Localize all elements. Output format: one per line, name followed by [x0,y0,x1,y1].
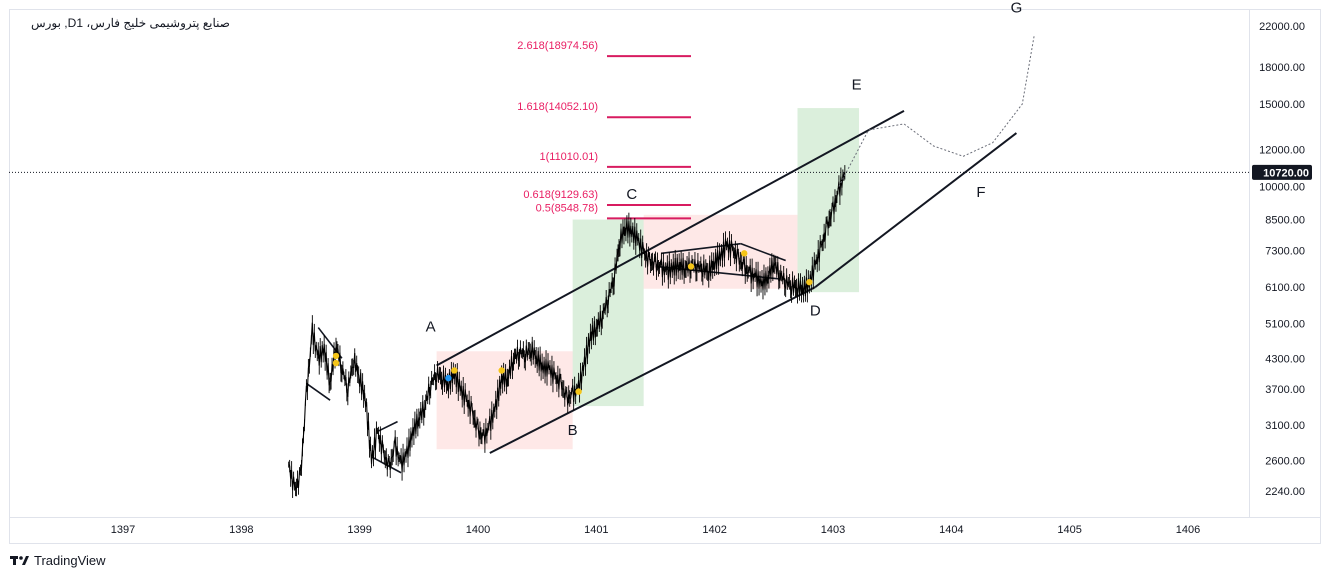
y-tick-label-3: 12000.00 [1259,144,1305,156]
y-axis: 22000.00 18000.00 15000.00 12000.00 10000.00… [1252,21,1312,498]
fib-label-3: 0.618(9129.63) [523,189,598,201]
last-price-badge-text: 10720.00 [1263,167,1309,179]
fib-label-4: 0.5(8548.78) [536,202,598,214]
signal-marker-7 [806,278,813,286]
trendline-0 [436,109,905,367]
y-tick-label-11: 3100.00 [1265,420,1305,432]
x-tick-label-1: 1398 [229,524,253,536]
signal-marker-0 [332,352,340,360]
wave-label-a: A [426,319,436,336]
tradingview-logo-icon [10,555,30,567]
signal-marker-8 [445,374,452,382]
y-tick-label-13: 2240.00 [1265,486,1305,498]
pattern-line-1 [305,382,331,401]
signal-marker-5 [687,263,695,270]
fib-layer: 2.618(18974.56) 1.618(14052.10) 1(11010.01… [517,40,691,220]
fib-label-2: 1(11010.01) [539,151,598,163]
wave-label-e: E [852,77,862,94]
x-tick-label-3: 1400 [466,524,490,536]
trendline-2 [814,132,1018,288]
wave-label-g: G [1011,0,1023,17]
signal-marker-2 [451,367,458,374]
y-tick-label-5: 8500.00 [1265,215,1305,227]
zone-green-de [797,108,860,293]
y-tick-label-7: 6100.00 [1265,282,1305,294]
wave-label-layer: A B C D E F G [426,0,1023,439]
price-layer [9,35,1249,498]
wave-label-d: D [810,303,821,320]
y-tick-label-12: 2600.00 [1265,456,1305,468]
x-tick-label-2: 1399 [347,524,371,536]
zones-layer [436,108,860,450]
x-tick-label-8: 1405 [1057,524,1081,536]
signal-marker-1 [332,359,340,367]
wave-label-b: B [568,422,578,439]
last-price-badge [1252,164,1312,180]
chart-title: بورس ,Dصنایع پتروشیمی خلیج فارس، 1 [31,16,230,30]
y-tick-label-0: 22000.00 [1259,21,1305,33]
x-tick-label-4: 1401 [584,524,608,536]
brand-name: TradingView [34,553,106,568]
wave-label-c: C [626,186,637,203]
x-tick-label-9: 1406 [1176,524,1200,536]
fib-label-0: 2.618(18974.56) [517,40,598,52]
projection-path [838,35,1035,187]
x-tick-label-6: 1403 [821,524,845,536]
marker-layer [332,250,813,395]
x-tick-label-5: 1402 [702,524,726,536]
y-tick-label-9: 4300.00 [1265,353,1305,365]
x-tick-label-7: 1404 [939,524,963,536]
signal-marker-4 [575,388,582,395]
signal-marker-3 [498,367,505,374]
y-tick-label-10: 3700.00 [1265,384,1305,396]
chart-frame [9,9,1321,544]
y-tick-label-1: 18000.00 [1259,62,1305,74]
fib-label-1: 1.618(14052.10) [517,101,598,113]
y-tick-label-4: 10000.00 [1259,181,1305,193]
signal-marker-6 [741,250,748,257]
y-tick-label-2: 15000.00 [1259,99,1305,111]
y-tick-label-8: 5100.00 [1265,319,1305,331]
x-tick-label-0: 1397 [111,524,135,536]
y-tick-label-6: 7300.00 [1265,246,1305,258]
trendline-1 [489,286,816,454]
x-axis: 1397 1398 1399 1400 1401 1402 1403 1404 1405 1406 [111,524,1200,536]
tradingview-brand[interactable]: TradingView [10,553,106,568]
wave-label-f: F [976,184,985,201]
